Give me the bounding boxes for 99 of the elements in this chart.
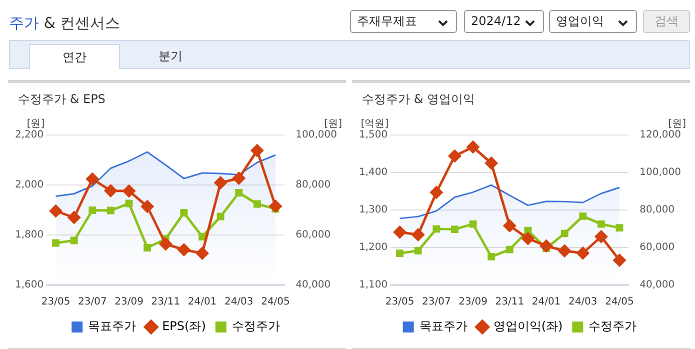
point bbox=[232, 172, 246, 184]
point bbox=[216, 212, 224, 220]
legend-label: 수정주가 bbox=[588, 319, 637, 334]
point bbox=[235, 189, 243, 196]
point bbox=[269, 200, 282, 212]
point bbox=[144, 244, 152, 252]
point bbox=[450, 226, 458, 234]
x-tick-label: 23/05 bbox=[41, 296, 70, 308]
point bbox=[558, 244, 571, 258]
y-tick-label: 1,100 bbox=[358, 280, 388, 291]
y-axis-title: [억원] bbox=[360, 118, 389, 130]
point bbox=[432, 225, 440, 233]
x-tick-label: 24/03 bbox=[224, 296, 254, 308]
x-tick-label: 23/05 bbox=[385, 296, 414, 308]
point bbox=[396, 250, 404, 258]
point bbox=[488, 252, 496, 260]
point bbox=[86, 172, 99, 186]
x-tick-label: 24/01 bbox=[188, 296, 217, 308]
x-tick-label: 23/07 bbox=[78, 296, 107, 308]
legend-label: 목표주가 bbox=[419, 319, 468, 334]
y2-tick-label: 60,000 bbox=[640, 242, 675, 254]
point bbox=[196, 247, 209, 260]
point bbox=[180, 209, 188, 216]
text: 검색 bbox=[643, 10, 690, 33]
y-tick-label: 1,300 bbox=[358, 204, 388, 216]
text: 분기 bbox=[158, 48, 184, 65]
legend-label: EPS(좌) bbox=[162, 319, 206, 334]
point bbox=[506, 246, 514, 254]
y-tick-label: 2,200 bbox=[14, 130, 44, 141]
y-tick-label: 2,000 bbox=[14, 180, 44, 191]
point bbox=[253, 200, 261, 208]
point bbox=[448, 150, 461, 162]
legend-label: 수정주가 bbox=[232, 319, 280, 334]
x-tick-label: 24/03 bbox=[568, 296, 598, 308]
y-tick-label: 1,500 bbox=[358, 130, 388, 141]
point bbox=[576, 246, 590, 260]
text: 영업이익 bbox=[549, 10, 637, 33]
text: 연간 bbox=[29, 44, 120, 69]
point bbox=[430, 186, 443, 199]
point bbox=[412, 228, 424, 241]
text: 2024/12 bbox=[464, 10, 544, 33]
chart-title: 수정주가 & EPS bbox=[18, 91, 106, 108]
point bbox=[198, 233, 206, 240]
point bbox=[485, 156, 498, 170]
point bbox=[394, 226, 406, 238]
x-tick-label: 24/05 bbox=[605, 296, 634, 308]
y2-tick-label: 40,000 bbox=[640, 280, 675, 291]
x-tick-label: 24/05 bbox=[261, 296, 290, 308]
point bbox=[594, 230, 608, 243]
legend-label: 영업이익(좌) bbox=[493, 319, 563, 334]
y2-axis-title: [원] bbox=[324, 118, 342, 130]
point bbox=[597, 220, 605, 228]
x-tick-label: 23/11 bbox=[151, 296, 180, 308]
y-tick-label: 1,400 bbox=[358, 167, 388, 178]
x-tick-label: 24/01 bbox=[532, 296, 561, 308]
y2-tick-label: 80,000 bbox=[296, 180, 331, 191]
x-tick-label: 23/11 bbox=[495, 296, 524, 308]
y2-tick-label: 100,000 bbox=[296, 130, 338, 141]
chart-title: 수정주가 & 영업이익 bbox=[362, 91, 475, 108]
point bbox=[141, 200, 154, 213]
point bbox=[52, 239, 60, 247]
point bbox=[616, 224, 624, 232]
x-tick-label: 23/09 bbox=[114, 296, 144, 308]
y-tick-label: 1,600 bbox=[14, 280, 44, 291]
text: 주가 & 컨센서스 bbox=[9, 14, 120, 33]
legend-label: 목표주가 bbox=[88, 319, 136, 334]
y2-tick-label: 100,000 bbox=[640, 167, 682, 178]
point bbox=[125, 200, 133, 208]
y2-tick-label: 120,000 bbox=[640, 130, 682, 141]
point bbox=[250, 144, 264, 157]
y-tick-label: 1,800 bbox=[14, 230, 44, 241]
point bbox=[159, 238, 172, 250]
x-tick-label: 23/09 bbox=[458, 296, 488, 308]
point bbox=[88, 206, 96, 214]
point bbox=[50, 204, 62, 218]
y2-tick-label: 80,000 bbox=[640, 204, 675, 216]
text: 주재무제표 bbox=[350, 10, 457, 33]
point bbox=[503, 220, 516, 232]
x-tick-label: 23/07 bbox=[422, 296, 451, 308]
point bbox=[178, 244, 190, 256]
point bbox=[214, 176, 227, 189]
point bbox=[579, 212, 587, 220]
point bbox=[70, 236, 78, 244]
point bbox=[122, 184, 136, 198]
point bbox=[106, 206, 114, 214]
point bbox=[68, 211, 80, 224]
point bbox=[613, 254, 626, 266]
point bbox=[466, 140, 480, 154]
point bbox=[540, 240, 553, 252]
point bbox=[104, 184, 117, 197]
y2-axis-title: [원] bbox=[668, 118, 686, 130]
point bbox=[414, 246, 422, 254]
point bbox=[469, 220, 477, 228]
y-tick-label: 1,200 bbox=[358, 242, 388, 254]
y-axis-title: [원] bbox=[26, 118, 45, 130]
point bbox=[522, 232, 534, 245]
y2-tick-label: 60,000 bbox=[296, 230, 331, 241]
y2-tick-label: 40,000 bbox=[296, 280, 331, 291]
point bbox=[560, 230, 568, 238]
